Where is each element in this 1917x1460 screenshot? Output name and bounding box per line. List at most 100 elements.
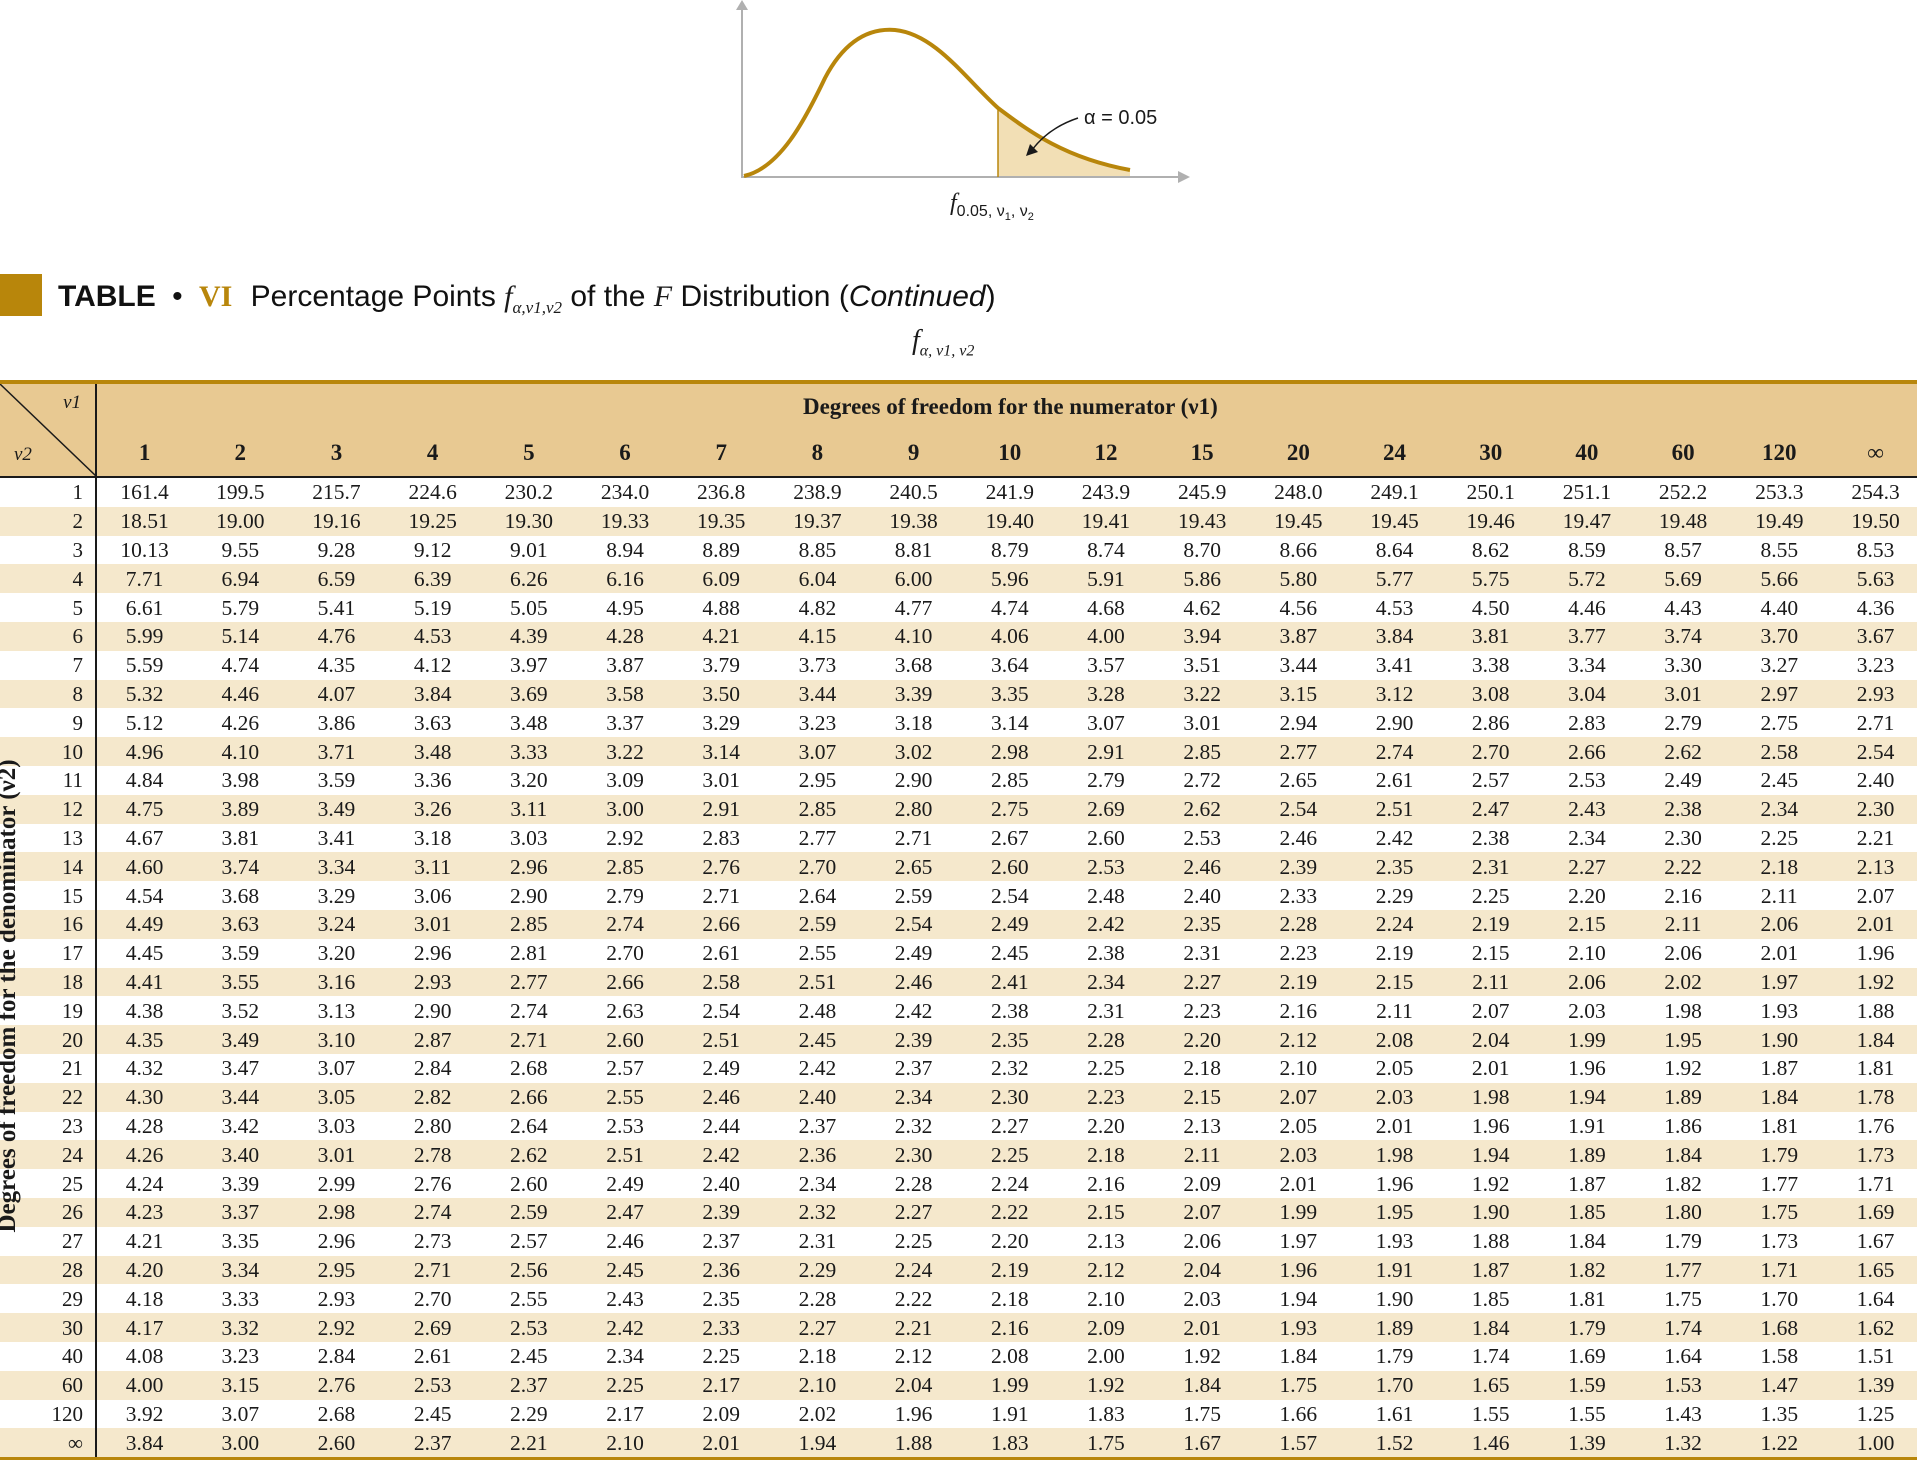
table-cell: 2.57 <box>1442 765 1539 795</box>
table-cell: 2.37 <box>769 1111 866 1141</box>
table-cell: 2.63 <box>576 996 674 1026</box>
table-cell: 2.66 <box>576 967 674 997</box>
table-cell: 2.90 <box>1346 708 1443 738</box>
table-cell: 2.44 <box>673 1111 770 1141</box>
table-cell: 2.36 <box>769 1140 866 1170</box>
table-cell: 2.30 <box>1827 794 1917 824</box>
table-cell: 3.35 <box>961 679 1058 709</box>
table-cell: 2.38 <box>961 996 1058 1026</box>
table-cell: 1.59 <box>1538 1370 1635 1400</box>
table-cell: 19.41 <box>1057 506 1155 536</box>
table-cell: 2.10 <box>1250 1053 1347 1083</box>
column-header: 1 <box>96 429 193 478</box>
table-cell: 3.94 <box>1154 621 1251 651</box>
table-cell: 3.01 <box>384 909 481 939</box>
table-cell: 2.85 <box>769 794 866 824</box>
table-cell: 2.67 <box>961 823 1058 853</box>
row-label: 40 <box>0 1341 97 1371</box>
table-cell: 1.61 <box>1346 1399 1443 1429</box>
table-cell: 2.97 <box>1731 679 1828 709</box>
table-cell: 2.96 <box>480 852 577 882</box>
table-cell: 3.49 <box>192 1025 289 1054</box>
table-cell: 3.68 <box>865 650 962 680</box>
table-cell: 3.74 <box>192 852 289 882</box>
table-cell: 2.06 <box>1635 938 1732 968</box>
table-cell: 3.07 <box>192 1399 289 1429</box>
row-label: 9 <box>0 708 97 738</box>
table-cell: 2.98 <box>961 737 1058 766</box>
table-cell: 2.10 <box>769 1370 866 1400</box>
table-cell: 2.74 <box>384 1197 481 1227</box>
table-cell: 1.55 <box>1538 1399 1635 1429</box>
table-top-rule <box>0 380 1917 384</box>
table-cell: 250.1 <box>1442 477 1539 507</box>
table-cell: 1.90 <box>1731 1025 1828 1054</box>
table-cell: 4.74 <box>192 650 289 680</box>
row-label: 28 <box>0 1255 97 1285</box>
table-cell: 241.9 <box>961 477 1058 507</box>
table-cell: 6.94 <box>192 564 289 594</box>
table-cell: 2.04 <box>1154 1255 1251 1285</box>
table-cell: 2.30 <box>865 1140 962 1170</box>
table-cell: 4.35 <box>96 1025 193 1054</box>
table-cell: 3.87 <box>1250 621 1347 651</box>
table-cell: 3.14 <box>673 737 770 766</box>
row-label: 5 <box>0 593 97 622</box>
table-cell: 3.59 <box>192 938 289 968</box>
title-distribution: Distribution ( <box>680 280 849 313</box>
table-cell: 6.09 <box>673 564 770 594</box>
table-cell: 2.03 <box>1346 1082 1443 1112</box>
table-cell: 1.93 <box>1731 996 1828 1026</box>
table-cell: 1.79 <box>1731 1140 1828 1170</box>
table-cell: 1.69 <box>1538 1341 1635 1371</box>
column-header: 5 <box>480 429 577 478</box>
table-cell: 2.06 <box>1731 909 1828 939</box>
corner-diagonal <box>0 384 96 476</box>
row-label: 26 <box>0 1197 97 1227</box>
table-cell: 1.46 <box>1442 1428 1539 1460</box>
table-cell: 3.03 <box>480 823 577 853</box>
table-cell: 3.71 <box>288 737 385 766</box>
table-cell: 2.01 <box>1442 1053 1539 1083</box>
table-cell: 2.58 <box>673 967 770 997</box>
table-cell: 3.16 <box>288 967 385 997</box>
column-header: 24 <box>1346 429 1443 478</box>
table-cell: 1.78 <box>1827 1082 1917 1112</box>
row-label: 4 <box>0 564 97 594</box>
table-cell: 1.81 <box>1538 1284 1635 1314</box>
table-cell: 2.79 <box>576 881 674 910</box>
table-row: 27 4.21 3.35 2.96 2.73 2.57 2.46 2.37 2.31 2.25 2.… <box>0 1226 1917 1256</box>
table-cell: 3.27 <box>1731 650 1828 680</box>
table-cell: 2.18 <box>1057 1140 1155 1170</box>
f-table-container: ν1 ν2 Degrees of freedom for the numerat… <box>0 380 1917 1460</box>
table-cell: 3.51 <box>1154 650 1251 680</box>
table-cell: 2.19 <box>1346 938 1443 968</box>
table-cell: 1.73 <box>1731 1226 1828 1256</box>
table-symbol: fα, ν1, ν2 <box>912 325 975 360</box>
y-axis-arrow <box>736 0 748 10</box>
table-cell: 1.65 <box>1442 1370 1539 1400</box>
table-cell: 8.94 <box>576 535 674 565</box>
table-cell: 5.63 <box>1827 564 1917 594</box>
table-cell: 2.46 <box>1154 852 1251 882</box>
table-cell: 4.28 <box>576 621 674 651</box>
table-cell: 2.85 <box>576 852 674 882</box>
table-cell: 9.01 <box>480 535 577 565</box>
table-cell: 3.10 <box>288 1025 385 1054</box>
table-cell: 2.64 <box>480 1111 577 1141</box>
table-row: 60 4.00 3.15 2.76 2.53 2.37 2.25 2.17 2.10 2.04 1.… <box>0 1370 1917 1400</box>
table-cell: 1.92 <box>1057 1370 1155 1400</box>
table-cell: 3.48 <box>480 708 577 738</box>
table-cell: 1.65 <box>1827 1255 1917 1285</box>
table-cell: 4.21 <box>96 1226 193 1256</box>
row-label: 23 <box>0 1111 97 1141</box>
table-cell: 2.76 <box>384 1169 481 1198</box>
table-cell: 1.84 <box>1731 1082 1828 1112</box>
table-cell: 3.41 <box>1346 650 1443 680</box>
table-cell: 1.43 <box>1635 1399 1732 1429</box>
table-cell: 1.94 <box>769 1428 866 1460</box>
table-cell: 1.84 <box>1635 1140 1732 1170</box>
table-cell: 2.83 <box>1538 708 1635 738</box>
table-cell: 3.33 <box>480 737 577 766</box>
table-cell: 2.39 <box>865 1025 962 1054</box>
